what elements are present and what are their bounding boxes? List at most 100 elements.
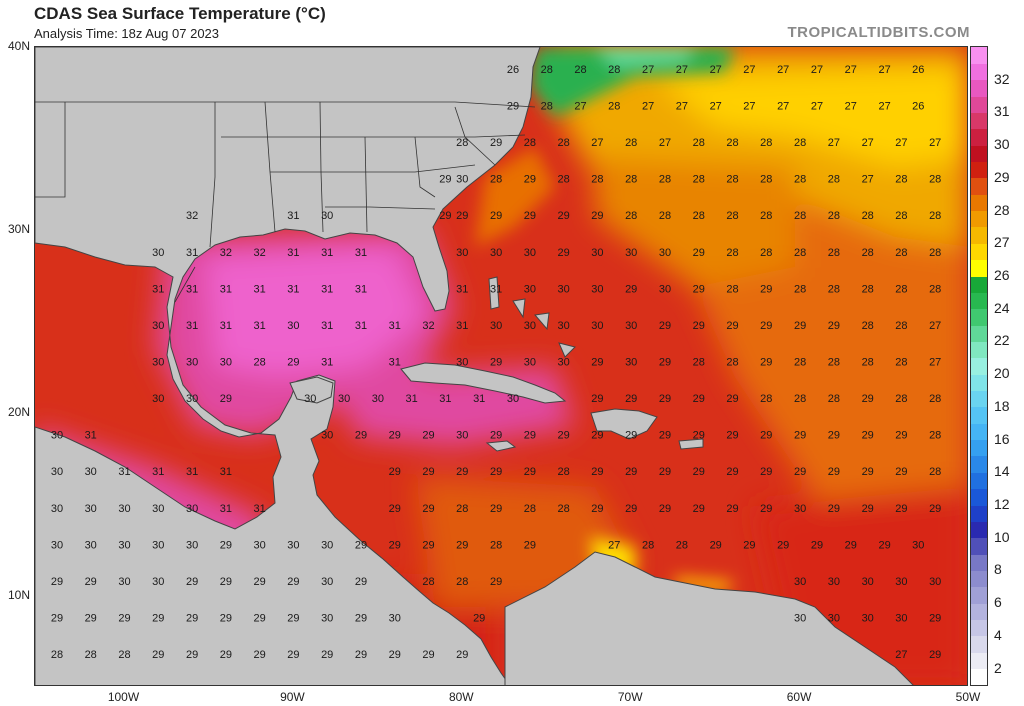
sst-label: 29 — [253, 613, 265, 625]
sst-label: 29 — [220, 539, 232, 551]
sst-label: 31 — [220, 466, 232, 478]
sst-label: 31 — [287, 283, 299, 295]
sst-label: 29 — [693, 283, 705, 295]
sst-label: 29 — [760, 503, 772, 515]
sst-label: 30 — [287, 539, 299, 551]
sst-label: 30 — [321, 613, 333, 625]
sst-label: 30 — [85, 503, 97, 515]
sst-label: 30 — [862, 613, 874, 625]
colorbar-cell — [971, 423, 987, 441]
sst-label: 29 — [490, 357, 502, 369]
sst-label: 27 — [845, 64, 857, 76]
sst-label: 26 — [912, 101, 924, 113]
sst-label: 29 — [220, 649, 232, 661]
colorbar-tick-label: 28 — [994, 201, 1010, 218]
sst-label: 29 — [490, 210, 502, 222]
sst-label: 28 — [794, 210, 806, 222]
sst-label: 29 — [760, 357, 772, 369]
sst-label: 27 — [845, 101, 857, 113]
colorbar-tick-label: 2 — [994, 659, 1002, 676]
sst-label: 30 — [118, 503, 130, 515]
sst-label: 29 — [659, 503, 671, 515]
sst-label: 29 — [862, 503, 874, 515]
sst-label: 29 — [794, 466, 806, 478]
lon-label: 90W — [280, 690, 305, 704]
sst-label: 27 — [828, 137, 840, 149]
sst-label: 29 — [760, 466, 772, 478]
colorbar-cell — [971, 145, 987, 162]
sst-label: 29 — [355, 613, 367, 625]
sst-label: 30 — [338, 393, 350, 405]
sst-label: 27 — [862, 174, 874, 186]
sst-label: 27 — [591, 137, 603, 149]
sst-label: 28 — [557, 174, 569, 186]
sst-label: 30 — [152, 503, 164, 515]
sst-label: 29 — [490, 137, 502, 149]
colorbar-cell — [971, 79, 987, 97]
sst-label: 28 — [929, 210, 941, 222]
sst-label: 30 — [524, 320, 536, 332]
sst-label: 29 — [625, 430, 637, 442]
sst-label: 29 — [659, 357, 671, 369]
sst-label: 29 — [625, 503, 637, 515]
sst-label: 29 — [878, 539, 890, 551]
sst-label: 29 — [895, 503, 907, 515]
sst-label: 29 — [490, 503, 502, 515]
sst-label: 31 — [321, 283, 333, 295]
sst-label: 29 — [929, 613, 941, 625]
colorbar — [970, 46, 988, 686]
sst-label: 29 — [456, 466, 468, 478]
sst-label: 28 — [794, 393, 806, 405]
sst-label: 29 — [557, 430, 569, 442]
sst-label: 31 — [389, 320, 401, 332]
colorbar-cell — [971, 276, 987, 293]
sst-map: 26 28 28 28 27 27 27 27 27 27 27 27 26 29 28 27 28 27 27 27… — [35, 47, 967, 685]
sst-label: 31 — [355, 247, 367, 259]
sst-label: 27 — [895, 137, 907, 149]
sst-label: 29 — [591, 430, 603, 442]
sst-label: 29 — [693, 430, 705, 442]
sst-label: 30 — [557, 357, 569, 369]
sst-label: 31 — [186, 283, 198, 295]
sst-label: 27 — [929, 320, 941, 332]
sst-label: 29 — [693, 320, 705, 332]
sst-value-labels: 26 28 28 28 27 27 27 27 27 27 27 27 26 29 28 27 28 27 27 27… — [51, 64, 941, 661]
sst-label: 29 — [490, 430, 502, 442]
sst-label: 28 — [608, 101, 620, 113]
colorbar-cell — [971, 603, 987, 621]
sst-label: 29 — [625, 466, 637, 478]
colorbar-cell — [971, 586, 987, 604]
colorbar-tick-label: 31 — [994, 103, 1010, 120]
sst-label: 29 — [591, 466, 603, 478]
sst-label: 31 — [456, 320, 468, 332]
sst-label: 31 — [220, 503, 232, 515]
sst-label: 28 — [726, 137, 738, 149]
map-title: CDAS Sea Surface Temperature (°C) — [34, 4, 326, 23]
sst-label: 29 — [895, 466, 907, 478]
sst-label: 28 — [760, 174, 772, 186]
sst-label: 30 — [51, 466, 63, 478]
sst-label: 29 — [828, 320, 840, 332]
sst-label: 29 — [760, 320, 772, 332]
sst-label: 29 — [321, 649, 333, 661]
sst-label: 30 — [659, 283, 671, 295]
sst-label: 30 — [490, 320, 502, 332]
sst-label: 31 — [152, 283, 164, 295]
sst-label: 29 — [726, 466, 738, 478]
sst-label: 30 — [253, 539, 265, 551]
sst-label: 30 — [591, 247, 603, 259]
sst-label: 28 — [895, 247, 907, 259]
colorbar-tick-label: 30 — [994, 136, 1010, 153]
sst-label: 29 — [152, 649, 164, 661]
lat-label: 20N — [7, 404, 30, 419]
sst-label: 30 — [895, 576, 907, 588]
sst-label: 29 — [456, 539, 468, 551]
colorbar-cell — [971, 652, 987, 670]
sst-label: 28 — [895, 210, 907, 222]
sst-label: 30 — [321, 430, 333, 442]
sst-label: 30 — [51, 539, 63, 551]
colorbar-cell — [971, 308, 987, 326]
lon-label: 50W — [955, 690, 981, 704]
sst-label: 29 — [929, 649, 941, 661]
colorbar-tick-label: 8 — [994, 561, 1002, 578]
